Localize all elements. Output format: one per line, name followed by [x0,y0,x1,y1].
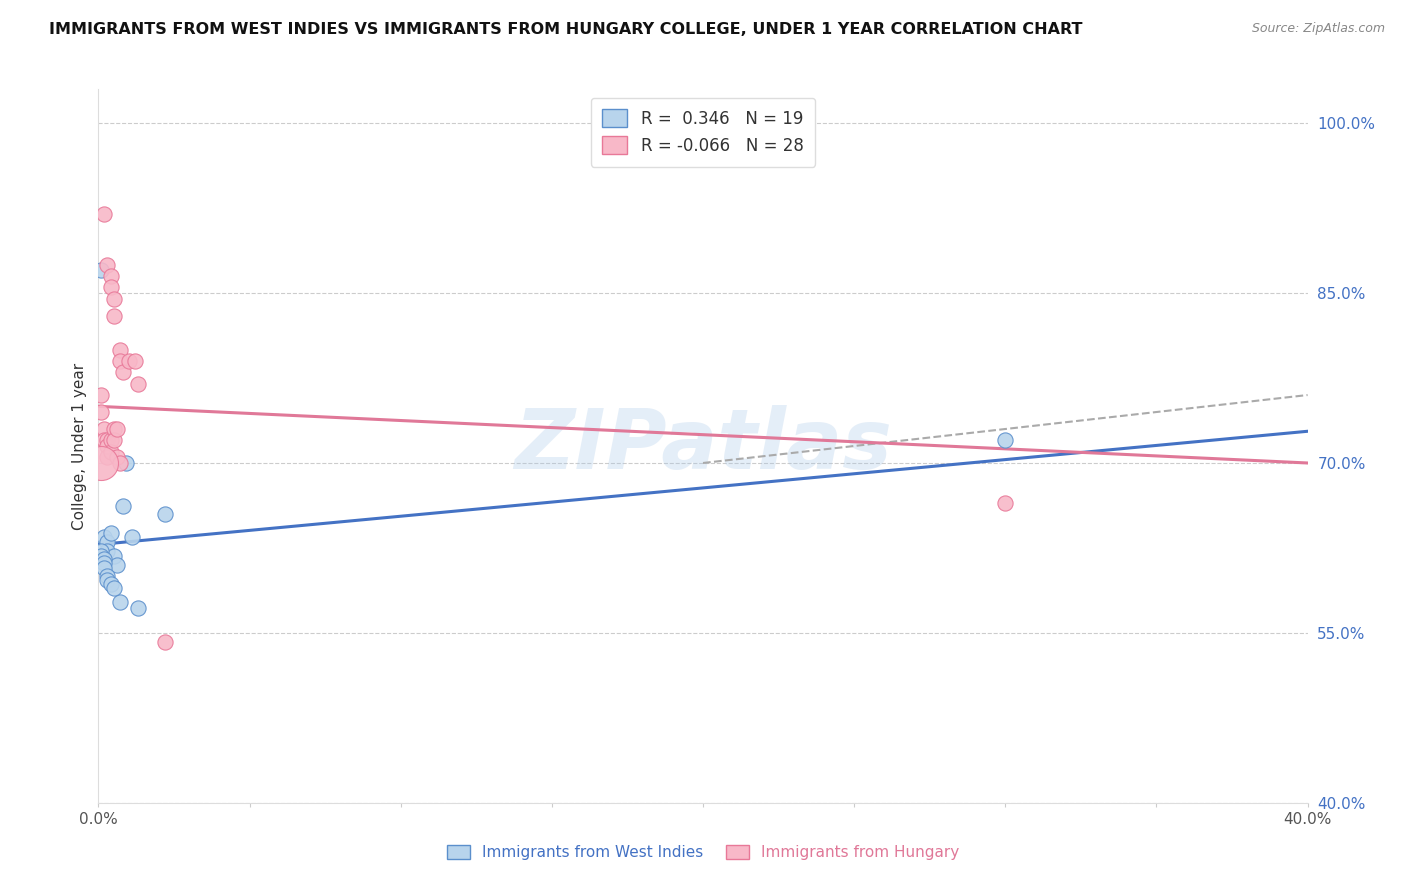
Point [93,552,115,566]
Point [108,343,131,357]
Point [93,556,115,570]
Point [96,434,118,448]
Point [90,405,112,419]
Point [103,581,125,595]
Point [121,530,143,544]
Point [124,354,146,368]
Point [96,573,118,587]
Point [90,544,112,558]
Point [103,549,125,563]
Point [93,422,115,436]
Point [96,258,118,272]
Point [127,601,149,615]
Point [105,450,128,465]
Point [118,354,141,368]
Point [105,422,128,436]
Point [90,456,112,470]
Point [108,595,131,609]
Point [93,561,115,575]
Point [100,434,122,448]
Point [93,530,115,544]
Point [153,635,176,649]
Point [105,558,128,572]
Point [114,456,136,470]
Text: IMMIGRANTS FROM WEST INDIES VS IMMIGRANTS FROM HUNGARY COLLEGE, UNDER 1 YEAR COR: IMMIGRANTS FROM WEST INDIES VS IMMIGRANT… [49,22,1083,37]
Point [90,388,112,402]
Point [96,569,118,583]
Point [100,577,122,591]
Y-axis label: College, Under 1 year: College, Under 1 year [72,362,87,530]
Point [90,263,112,277]
Text: ZIPatlas: ZIPatlas [515,406,891,486]
Point [100,444,122,458]
Point [103,422,125,436]
Point [96,450,118,465]
Point [100,526,122,541]
Point [994,495,1017,509]
Point [90,549,112,563]
Point [93,434,115,448]
Point [96,544,118,558]
Point [127,376,149,391]
Point [111,499,134,513]
Point [100,269,122,284]
Point [103,292,125,306]
Point [108,354,131,368]
Point [93,207,115,221]
Point [100,280,122,294]
Legend: Immigrants from West Indies, Immigrants from Hungary: Immigrants from West Indies, Immigrants … [440,839,966,866]
Point [994,434,1017,448]
Point [96,535,118,549]
Point [108,456,131,470]
Point [103,434,125,448]
Point [111,365,134,379]
Text: Source: ZipAtlas.com: Source: ZipAtlas.com [1251,22,1385,36]
Point [96,439,118,453]
Point [153,507,176,521]
Point [103,309,125,323]
